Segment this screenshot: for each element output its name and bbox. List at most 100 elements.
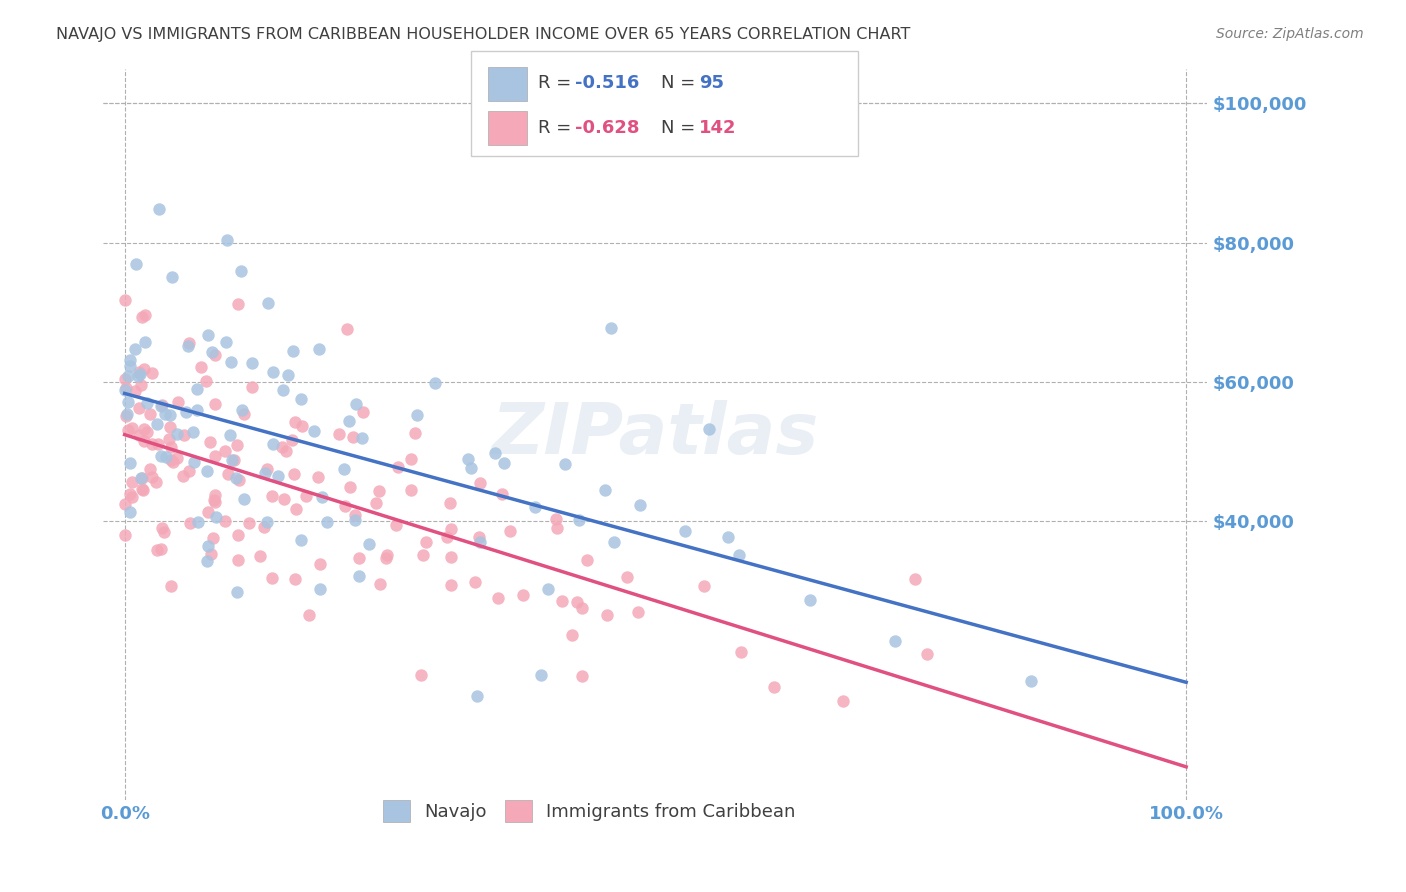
Point xyxy=(228,473,250,487)
Point xyxy=(129,471,152,485)
Point xyxy=(186,403,208,417)
Point xyxy=(344,508,367,522)
Point xyxy=(284,502,307,516)
Point xyxy=(374,551,396,566)
Point xyxy=(153,524,176,539)
Point xyxy=(491,487,513,501)
Point xyxy=(150,398,173,412)
Point xyxy=(256,515,278,529)
Point xyxy=(141,470,163,484)
Legend: Navajo, Immigrants from Caribbean: Navajo, Immigrants from Caribbean xyxy=(370,788,808,835)
Point xyxy=(195,554,218,568)
Point xyxy=(115,407,138,421)
Point xyxy=(197,328,219,343)
Point xyxy=(465,689,488,703)
Text: ZIPatlas: ZIPatlas xyxy=(492,400,820,469)
Point xyxy=(460,461,482,475)
Point xyxy=(484,446,506,460)
Point xyxy=(172,468,194,483)
Point xyxy=(194,374,217,388)
Point xyxy=(1021,673,1043,688)
Point xyxy=(262,437,284,451)
Point xyxy=(240,379,263,393)
Point xyxy=(174,405,197,419)
Point xyxy=(238,516,260,530)
Point xyxy=(468,531,491,545)
Point xyxy=(221,453,243,467)
Point xyxy=(136,425,159,439)
Point xyxy=(125,257,148,271)
Point xyxy=(114,497,136,511)
Point xyxy=(917,647,939,661)
Point xyxy=(124,384,146,399)
Point xyxy=(179,465,201,479)
Point xyxy=(368,577,391,591)
Point xyxy=(290,392,312,406)
Point xyxy=(197,539,219,553)
Point xyxy=(551,594,574,608)
Point xyxy=(332,462,354,476)
Point xyxy=(204,348,226,362)
Point xyxy=(470,534,492,549)
Point xyxy=(693,578,716,592)
Point xyxy=(160,453,183,467)
Point xyxy=(231,402,253,417)
Point xyxy=(200,547,222,561)
Point xyxy=(309,557,332,571)
Point xyxy=(219,355,242,369)
Point xyxy=(204,397,226,411)
Point xyxy=(561,628,583,642)
Point xyxy=(717,530,740,544)
Point xyxy=(148,202,170,216)
Point xyxy=(215,334,238,349)
Point xyxy=(219,428,242,442)
Point xyxy=(202,531,225,545)
Point xyxy=(302,424,325,438)
Point xyxy=(603,535,626,549)
Point xyxy=(114,371,136,385)
Point xyxy=(159,408,181,422)
Point xyxy=(404,425,426,440)
Point xyxy=(385,517,408,532)
Point xyxy=(201,344,224,359)
Point xyxy=(160,579,183,593)
Point xyxy=(121,475,143,490)
Text: N =: N = xyxy=(661,119,700,136)
Point xyxy=(283,343,305,358)
Point xyxy=(262,571,284,585)
Point xyxy=(114,528,136,542)
Point xyxy=(117,423,139,437)
Point xyxy=(153,407,176,421)
Point xyxy=(571,601,593,615)
Point xyxy=(204,495,226,509)
Text: Source: ZipAtlas.com: Source: ZipAtlas.com xyxy=(1216,27,1364,41)
Point xyxy=(131,482,153,496)
Point xyxy=(576,553,599,567)
Point xyxy=(134,334,156,349)
Point xyxy=(256,462,278,476)
Point xyxy=(177,339,200,353)
Point xyxy=(342,430,364,444)
Point xyxy=(197,505,219,519)
Point xyxy=(128,401,150,415)
Point xyxy=(128,427,150,442)
Point xyxy=(226,438,249,452)
Point xyxy=(253,520,276,534)
Point xyxy=(349,569,371,583)
Point xyxy=(146,417,169,431)
Point xyxy=(120,359,142,373)
Point xyxy=(832,694,855,708)
Point xyxy=(131,471,153,485)
Text: R =: R = xyxy=(538,119,578,136)
Point xyxy=(697,422,720,436)
Point xyxy=(120,456,142,470)
Point xyxy=(131,483,153,497)
Point xyxy=(280,434,302,448)
Point xyxy=(486,591,509,605)
Point xyxy=(190,360,212,375)
Point xyxy=(440,522,463,536)
Point xyxy=(464,574,486,589)
Point xyxy=(121,490,143,504)
Point xyxy=(436,530,458,544)
Point xyxy=(138,407,160,421)
